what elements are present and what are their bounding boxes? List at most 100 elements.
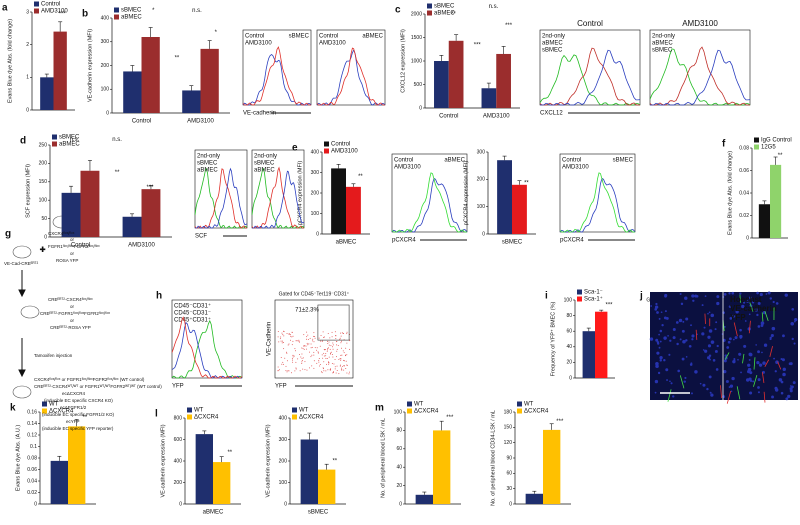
scatter-frame xyxy=(274,299,354,379)
histogram-legend: Control xyxy=(319,34,338,40)
y-tick-label: 200 xyxy=(174,480,183,486)
y-tick-label: 40 xyxy=(566,344,572,350)
significance: ** xyxy=(82,415,87,421)
scatter-dot xyxy=(301,357,303,359)
scatter-dot xyxy=(325,355,327,357)
scatter-dot xyxy=(306,336,308,338)
y-tick-label: 300 xyxy=(101,39,110,45)
nucleus xyxy=(743,344,747,348)
bar xyxy=(525,493,543,504)
scatter-dot xyxy=(319,364,321,366)
diagram-text: Tamoxifen injection xyxy=(34,353,73,358)
bar xyxy=(182,90,201,113)
scatter-dot xyxy=(313,332,315,334)
scatter-dot xyxy=(340,354,342,356)
scatter-dot xyxy=(292,356,294,358)
scatter-dot xyxy=(346,354,348,356)
y-tick-label: 0.04 xyxy=(739,190,749,196)
scatter-dot xyxy=(313,351,315,353)
scatter-dot xyxy=(281,332,283,334)
y-tick-label: 40 xyxy=(396,465,402,471)
scatter-dot xyxy=(326,350,328,352)
scatter-dot xyxy=(336,340,338,342)
scatter-dot xyxy=(324,349,326,351)
scatter-dot xyxy=(307,334,309,336)
histogram-legend: 2nd-only xyxy=(254,154,277,160)
y-tick-label: 0.12 xyxy=(27,432,37,438)
histogram-legend: sBMEC xyxy=(254,161,275,167)
histogram-frame xyxy=(171,299,243,379)
nucleus xyxy=(685,355,688,358)
scatter-dot xyxy=(303,345,305,347)
nucleus xyxy=(656,311,659,314)
nucleus xyxy=(761,351,763,354)
scatter-dot xyxy=(306,342,308,344)
nucleus xyxy=(749,296,753,300)
diagram-text: CXCR4ᶠˡᵒˣ/ᶠˡᵒˣ xyxy=(48,231,75,236)
panel-letter: m xyxy=(375,403,384,414)
nucleus xyxy=(743,301,746,304)
legend-swatch xyxy=(517,401,522,407)
nucleus xyxy=(655,302,658,306)
nucleus xyxy=(737,358,739,361)
significance: *** xyxy=(505,23,513,29)
scatter-dot xyxy=(281,340,283,342)
scatter-dot xyxy=(288,334,290,336)
scatter-dot xyxy=(328,356,330,358)
y-tick-label: 100 xyxy=(311,211,320,217)
nucleus xyxy=(675,321,679,324)
scatter-dot xyxy=(340,332,342,334)
nucleus xyxy=(649,337,654,341)
histogram-frame xyxy=(649,29,751,106)
nucleus xyxy=(691,392,693,395)
scatter-dot xyxy=(329,369,331,371)
legend-swatch xyxy=(427,10,432,16)
scatter-dot xyxy=(312,338,314,340)
nucleus xyxy=(734,336,738,340)
nucleus xyxy=(757,325,761,328)
nucleus xyxy=(722,338,726,342)
scatter-dot xyxy=(293,355,295,357)
x-tick-label: AMD3100 xyxy=(483,114,510,120)
channel-label: YFP xyxy=(730,313,746,322)
legend-label: Sca-1⁺ xyxy=(584,296,603,303)
legend-swatch xyxy=(52,141,57,147)
scatter-dot xyxy=(292,340,294,342)
scatter-dot xyxy=(326,349,328,351)
nucleus xyxy=(723,293,727,296)
y-tick-label: 400 xyxy=(101,15,110,21)
histogram-x-label: pCXCR4 xyxy=(560,238,584,244)
scatter-dot xyxy=(317,352,319,354)
nucleus xyxy=(699,382,702,385)
scatter-dot xyxy=(322,357,324,359)
bar xyxy=(40,77,54,110)
y-tick-label: 0.1 xyxy=(30,444,37,450)
nucleus xyxy=(668,353,671,356)
scatter-dot xyxy=(279,369,281,371)
scatter-dot xyxy=(305,338,307,340)
scatter-dot xyxy=(318,359,320,361)
nucleus xyxy=(773,357,775,360)
legend-swatch xyxy=(754,137,759,143)
panel-letter: j xyxy=(639,291,643,302)
nucleus xyxy=(728,386,731,388)
scatter-dot xyxy=(282,363,284,365)
nucleus xyxy=(655,338,659,342)
scatter-dot xyxy=(339,357,341,359)
nucleus xyxy=(794,317,798,322)
nucleus xyxy=(672,395,675,398)
nucleus xyxy=(692,299,695,302)
vessel xyxy=(733,322,738,337)
scatter-dot xyxy=(321,371,323,373)
significance: *** xyxy=(474,43,482,49)
scatter-dot xyxy=(313,335,315,337)
nucleus xyxy=(682,339,686,344)
nucleus xyxy=(710,340,715,344)
scatter-dot xyxy=(306,348,308,350)
scatter-dot xyxy=(342,332,344,334)
scatter-dot xyxy=(288,332,290,334)
legend-label: WT xyxy=(194,408,204,414)
y-tick-label: 0.02 xyxy=(739,213,749,219)
y-tick-label: 400 xyxy=(279,415,288,421)
vessel xyxy=(726,390,732,404)
